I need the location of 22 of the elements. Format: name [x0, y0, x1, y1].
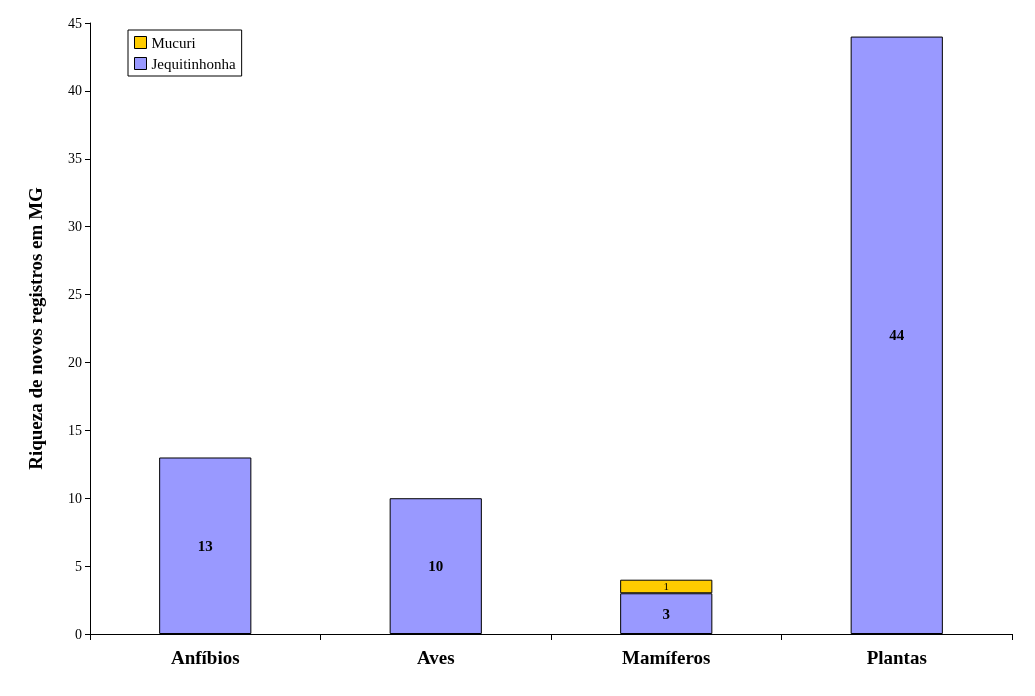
legend-label: Jequitinhonha	[151, 55, 236, 72]
x-tick-label: Plantas	[866, 647, 927, 668]
data-label: 13	[197, 537, 213, 554]
data-label: 44	[889, 327, 905, 344]
y-tick-label: 20	[68, 354, 82, 370]
y-tick-label: 0	[75, 626, 82, 642]
y-tick-label: 40	[68, 83, 82, 99]
y-tick-label: 5	[75, 558, 82, 574]
data-label: 1	[663, 580, 669, 593]
y-tick-label: 25	[68, 287, 82, 303]
y-tick-label: 45	[68, 15, 82, 31]
y-tick-label: 10	[68, 490, 82, 506]
y-axis-title: Riqueza de novos registros em MG	[25, 186, 46, 470]
y-tick-label: 35	[68, 151, 82, 167]
x-tick-label: Mamíferos	[622, 647, 711, 668]
y-tick-label: 30	[68, 219, 82, 235]
data-label: 10	[428, 558, 444, 575]
data-label: 3	[662, 605, 670, 622]
y-tick-label: 15	[68, 422, 82, 438]
x-tick-label: Anfíbios	[170, 647, 240, 668]
x-tick-label: Aves	[416, 647, 455, 668]
legend-label: Mucuri	[151, 34, 196, 51]
